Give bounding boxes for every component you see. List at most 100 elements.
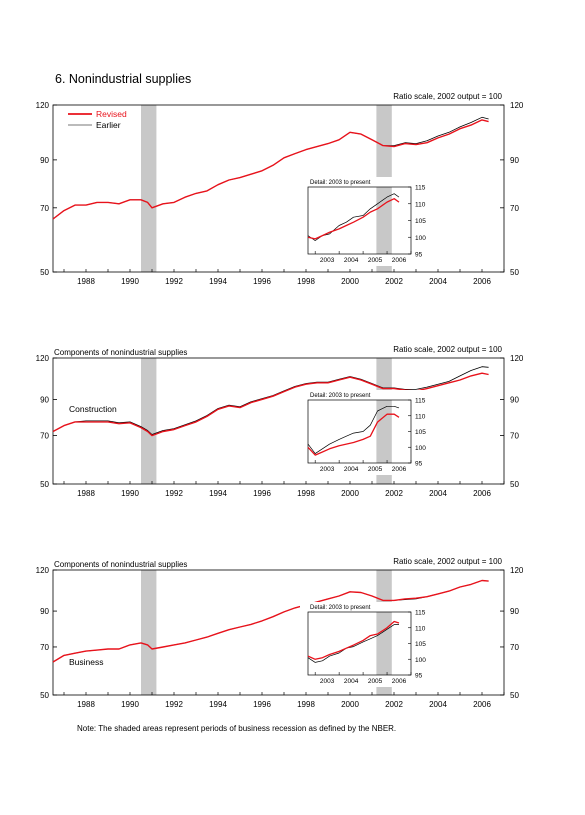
inset-x-tick-label: 2003 [320,466,335,473]
recession-band [141,105,157,272]
y-tick-label-right: 90 [510,156,519,165]
inset-y-tick-label: 115 [415,398,426,405]
y-tick-label-left: 90 [40,156,49,165]
scale-note: Ratio scale, 2002 output = 100 [393,345,502,354]
x-tick-label: 1988 [77,277,95,286]
y-tick-label-right: 50 [510,480,519,489]
x-tick-label: 1996 [253,277,271,286]
x-tick-label: 1998 [297,489,315,498]
inset-x-tick-label: 2004 [344,466,359,473]
inset-x-tick-label: 2003 [320,678,335,685]
y-tick-label-right: 120 [510,566,524,575]
series-line-revised [52,579,489,663]
y-tick-label-right: 120 [510,354,524,363]
inset-x-tick-label: 2004 [344,678,359,685]
series-line-revised [52,119,489,220]
y-tick-label-left: 120 [36,566,50,575]
inset-y-tick-label: 110 [415,625,426,632]
inset-title: Detail: 2003 to present [310,180,371,186]
y-tick-label-right: 70 [510,204,519,213]
inset-series-line-revised [307,198,400,240]
plot-frame [52,569,505,696]
inset-series-line-revised [307,413,400,456]
series-group-label: Business [69,657,104,667]
y-tick-label-left: 50 [40,691,49,700]
x-tick-label: 1988 [77,700,95,709]
x-tick-label: 1994 [209,700,227,709]
y-tick-label-left: 120 [36,354,50,363]
recession-band [141,570,157,695]
inset-y-tick-label: 95 [415,673,423,680]
series-line-earlier [52,366,489,435]
panel-subtitle: Components of nonindustrial supplies [54,560,187,569]
y-tick-label-left: 70 [40,432,49,441]
x-tick-label: 2006 [473,700,491,709]
inset-y-tick-label: 100 [415,235,426,242]
x-tick-label: 1990 [121,489,139,498]
inset-title: Detail: 2003 to present [310,605,371,611]
inset-y-tick-label: 110 [415,201,426,208]
x-tick-label: 1994 [209,277,227,286]
x-tick-label: 1996 [253,700,271,709]
inset-x-tick-label: 2006 [392,257,407,264]
plot-frame [52,104,505,273]
page-title: 6. Nonindustrial supplies [55,72,192,86]
y-tick-label-right: 50 [510,691,519,700]
x-tick-label: 1998 [297,277,315,286]
legend-label-earlier: Earlier [96,120,121,130]
y-tick-label-right: 90 [510,607,519,616]
y-tick-label-left: 50 [40,268,49,277]
y-tick-label-right: 120 [510,101,524,110]
x-tick-label: 2004 [429,700,447,709]
inset-y-tick-label: 110 [415,413,426,420]
scale-note: Ratio scale, 2002 output = 100 [393,92,502,101]
x-tick-label: 2004 [429,277,447,286]
x-tick-label: 2002 [385,277,403,286]
x-tick-label: 1996 [253,489,271,498]
inset-y-tick-label: 105 [415,429,426,436]
y-tick-label-right: 70 [510,643,519,652]
inset-background [300,390,433,475]
x-tick-label: 1992 [165,277,183,286]
x-tick-label: 1990 [121,277,139,286]
inset-x-tick-label: 2005 [368,678,383,685]
x-tick-label: 2002 [385,700,403,709]
y-tick-label-right: 70 [510,432,519,441]
y-tick-label-left: 90 [40,395,49,404]
x-tick-label: 1998 [297,700,315,709]
inset-x-tick-label: 2006 [392,678,407,685]
x-tick-label: 2000 [341,489,359,498]
y-tick-label-right: 50 [510,268,519,277]
x-tick-label: 2002 [385,489,403,498]
x-tick-label: 1994 [209,489,227,498]
panel-subtitle: Components of nonindustrial supplies [54,348,187,357]
y-tick-label-right: 90 [510,395,519,404]
x-tick-label: 2000 [341,277,359,286]
series-group-label: Construction [69,404,117,414]
y-tick-label-left: 70 [40,204,49,213]
inset-y-tick-label: 105 [415,641,426,648]
inset-series-line-earlier [307,624,399,663]
inset-recession-band [376,400,392,463]
inset-x-tick-label: 2004 [344,257,359,264]
y-tick-label-left: 50 [40,480,49,489]
inset-x-tick-label: 2005 [368,466,383,473]
footnote: Note: The shaded areas represent periods… [77,724,397,733]
scale-note: Ratio scale, 2002 output = 100 [393,557,502,566]
inset-recession-band [376,187,392,254]
inset-y-tick-label: 105 [415,218,426,225]
x-tick-label: 2004 [429,489,447,498]
x-tick-label: 2006 [473,489,491,498]
inset-y-tick-label: 115 [415,185,426,192]
inset-background [300,602,433,687]
y-tick-label-left: 70 [40,643,49,652]
y-tick-label-left: 120 [36,101,50,110]
inset-background [300,177,433,266]
inset-y-tick-label: 100 [415,445,426,452]
inset-recession-band [376,612,392,675]
y-tick-label-left: 90 [40,607,49,616]
inset-y-tick-label: 100 [415,657,426,664]
inset-series-line-revised [307,620,400,660]
inset-x-tick-label: 2005 [368,257,383,264]
